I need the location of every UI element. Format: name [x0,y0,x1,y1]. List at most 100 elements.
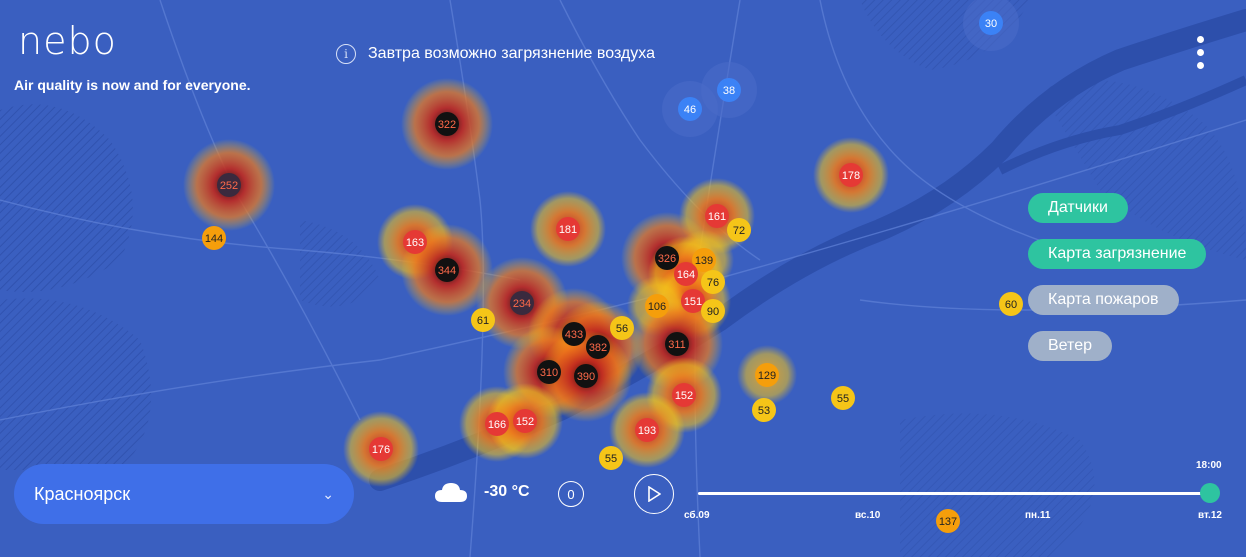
sensor-value: 137 [939,516,957,528]
sensor-marker[interactable]: 56 [610,316,634,340]
sensor-dot[interactable] [403,230,427,254]
sensor-marker[interactable]: 344 [435,258,459,282]
play-button[interactable] [634,474,674,514]
sensor-marker[interactable]: 161 [705,204,729,228]
timeline-track[interactable] [698,492,1210,495]
sensor-dot[interactable] [692,248,716,272]
sensor-value: 322 [438,119,456,131]
timeline-day-label[interactable]: сб.09 [684,510,710,521]
sensor-marker[interactable]: 433 [562,322,586,346]
sensor-marker[interactable]: 129 [755,363,779,387]
sensor-marker[interactable]: 53 [752,398,776,422]
sensor-dot[interactable] [672,383,696,407]
sensor-dot[interactable] [537,360,561,384]
air-quality-notice[interactable]: i Завтра возможно загрязнение воздуха [336,44,655,64]
sensor-dot[interactable] [979,11,1003,35]
sensor-marker[interactable]: 144 [202,226,226,250]
sensor-dot[interactable] [831,386,855,410]
sensor-marker[interactable]: 176 [369,437,393,461]
sensor-marker[interactable]: 55 [831,386,855,410]
more-menu-icon[interactable] [1191,36,1209,76]
sensor-dot[interactable] [701,270,725,294]
weather-panel: -30 °C [434,480,530,504]
sensor-dot[interactable] [599,446,623,470]
sensor-dot[interactable] [485,412,509,436]
sensor-dot[interactable] [202,226,226,250]
sensor-dot[interactable] [705,204,729,228]
layer-pollution-map-toggle[interactable]: Карта загрязнение [1028,239,1207,269]
sensor-marker[interactable]: 30 [979,11,1003,35]
sensor-marker[interactable]: 137 [936,509,960,533]
sensor-marker[interactable]: 310 [537,360,561,384]
sensor-marker[interactable]: 164 [674,262,698,286]
sensor-value: 311 [668,339,686,351]
sensor-marker[interactable]: 152 [672,383,696,407]
sensor-dot[interactable] [681,289,705,313]
sensor-marker[interactable]: 72 [727,218,751,242]
sensor-marker[interactable]: 106 [645,294,669,318]
sensor-dot[interactable] [586,335,610,359]
city-selector[interactable]: Красноярск ⌄ [14,464,354,524]
sensor-marker[interactable]: 166 [485,412,509,436]
sensor-value: 76 [707,277,719,289]
layer-sensors-toggle[interactable]: Датчики [1028,193,1128,223]
sensor-marker[interactable]: 234 [510,291,534,315]
layer-wind-toggle[interactable]: Ветер [1028,331,1112,361]
sensor-dot[interactable] [755,363,779,387]
sensor-dot[interactable] [674,262,698,286]
sensor-marker[interactable]: 61 [471,308,495,332]
sensor-marker[interactable]: 193 [635,418,659,442]
sensor-value: 181 [559,224,577,236]
sensor-dot[interactable] [839,163,863,187]
sensor-marker[interactable]: 90 [701,299,725,323]
sensor-dot[interactable] [217,173,241,197]
sensor-dot[interactable] [435,258,459,282]
sensor-marker[interactable]: 311 [665,332,689,356]
sensor-marker[interactable]: 382 [586,335,610,359]
sensor-dot[interactable] [936,509,960,533]
sensor-dot[interactable] [435,112,459,136]
sensor-marker[interactable]: 38 [717,78,741,102]
sensor-marker[interactable]: 163 [403,230,427,254]
sensor-dot[interactable] [610,316,634,340]
sensor-dot[interactable] [574,364,598,388]
sensor-marker[interactable]: 178 [839,163,863,187]
sensor-dot[interactable] [999,292,1023,316]
sensor-dot[interactable] [717,78,741,102]
sensor-dot[interactable] [556,217,580,241]
sensor-marker[interactable]: 326 [655,246,679,270]
sensor-marker[interactable]: 60 [999,292,1023,316]
sensor-marker[interactable]: 76 [701,270,725,294]
sensor-marker[interactable]: 55 [599,446,623,470]
sensor-marker[interactable]: 152 [513,409,537,433]
sensor-marker[interactable]: 151 [681,289,705,313]
sensor-dot[interactable] [665,332,689,356]
layer-fire-map-toggle[interactable]: Карта пожаров [1028,285,1179,315]
sensor-dot[interactable] [752,398,776,422]
sensor-dot[interactable] [727,218,751,242]
sensor-dot[interactable] [635,418,659,442]
sensor-marker[interactable]: 252 [217,173,241,197]
sensor-dot[interactable] [655,246,679,270]
sensor-dot[interactable] [562,322,586,346]
timeline-day-label[interactable]: вт.12 [1198,510,1222,521]
sensor-dot[interactable] [645,294,669,318]
timeline-handle[interactable] [1200,483,1220,503]
sensor-value: 433 [565,329,583,341]
sensor-marker[interactable]: 46 [678,97,702,121]
sensor-dot[interactable] [701,299,725,323]
sensor-marker[interactable]: 139 [692,248,716,272]
sensor-dot[interactable] [678,97,702,121]
temperature: -30 °C [484,483,530,500]
sensor-dot[interactable] [369,437,393,461]
sensor-marker[interactable]: 390 [574,364,598,388]
sensor-dot[interactable] [471,308,495,332]
sensor-marker[interactable]: 322 [435,112,459,136]
sensor-dot[interactable] [513,409,537,433]
info-icon[interactable]: i [336,44,356,64]
sensor-dot[interactable] [510,291,534,315]
sensor-marker[interactable]: 181 [556,217,580,241]
timeline-day-label[interactable]: пн.11 [1025,510,1051,521]
timeline-day-label[interactable]: вс.10 [855,510,881,521]
